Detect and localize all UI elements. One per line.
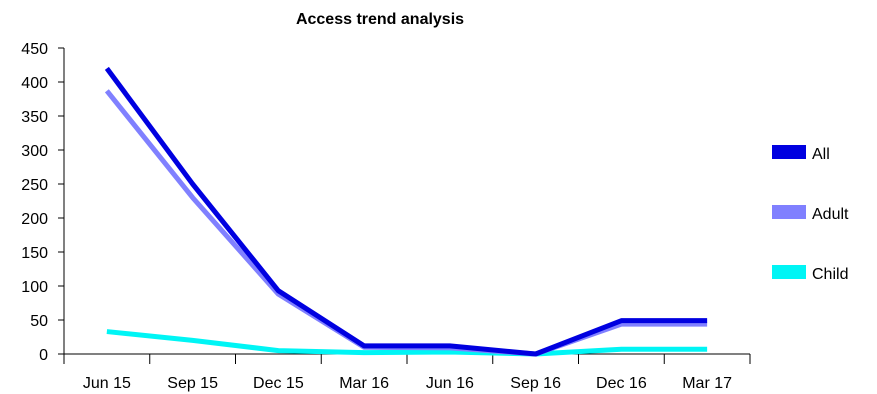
y-tick-label: 300	[21, 143, 48, 160]
legend-label-child: Child	[812, 266, 848, 283]
legend-label-all: All	[812, 146, 830, 163]
y-tick-label: 400	[21, 75, 48, 92]
x-tick-label: Sep 15	[167, 375, 218, 392]
y-tick-label: 150	[21, 245, 48, 262]
legend-swatch-child	[772, 265, 806, 279]
series-line-adult	[104, 89, 708, 357]
x-tick-label: Jun 15	[83, 375, 131, 392]
series-lines	[104, 66, 708, 357]
legend-swatch-all	[772, 145, 806, 159]
x-tick-label: Mar 17	[682, 375, 732, 392]
x-tick-label: Dec 15	[253, 375, 304, 392]
y-tick-label: 0	[39, 347, 48, 364]
series-line-child	[106, 329, 708, 357]
x-tick-label: Mar 16	[339, 375, 389, 392]
y-tick-label: 350	[21, 109, 48, 126]
y-tick-label: 450	[21, 41, 48, 58]
y-tick-label: 250	[21, 177, 48, 194]
legend-label-adult: Adult	[812, 206, 849, 223]
x-tick-label: Jun 16	[426, 375, 474, 392]
x-tick-label: Sep 16	[510, 375, 561, 392]
axes: 0 50 100 150 200 250 300 350 400 450 Jun 15 Sep 15 D…	[21, 41, 751, 392]
series-line-all	[104, 66, 708, 357]
legend-swatch-adult	[772, 205, 806, 219]
legend: All Adult Child	[772, 145, 849, 283]
y-tick-label: 50	[30, 313, 48, 330]
chart-title: Access trend analysis	[296, 11, 464, 28]
x-tick-label: Dec 16	[596, 375, 647, 392]
y-tick-label: 100	[21, 279, 48, 296]
y-tick-label: 200	[21, 211, 48, 228]
